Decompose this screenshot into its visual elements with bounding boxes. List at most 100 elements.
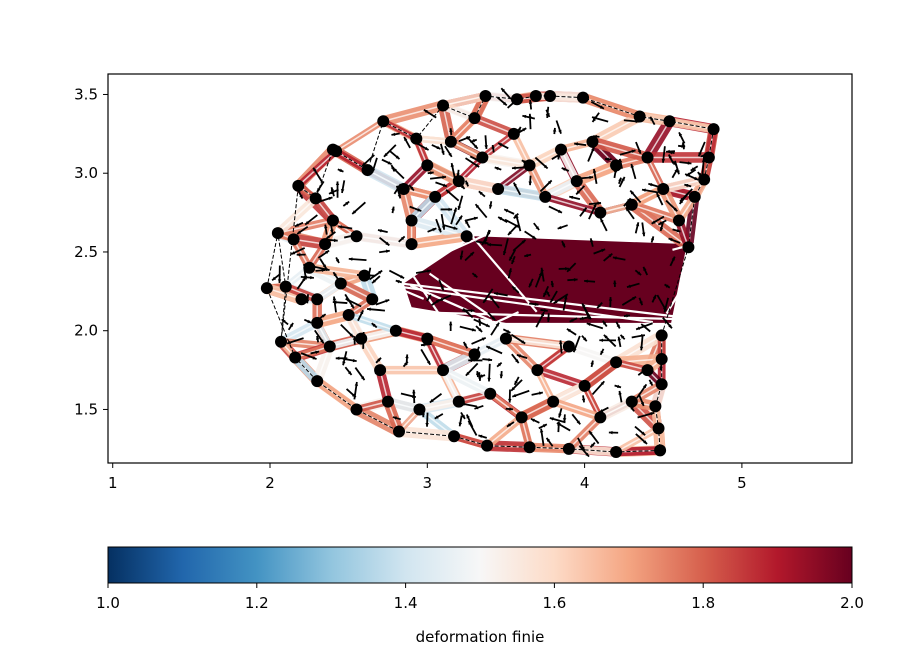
strain-arrow-head [423, 109, 428, 114]
strain-arrow-head [458, 422, 463, 427]
strain-arrow-head [340, 189, 345, 193]
strain-arrow-head [372, 279, 376, 284]
mesh-edge [486, 416, 523, 447]
mesh-edge [434, 196, 468, 237]
strain-arrow-head [484, 145, 488, 149]
x-axis: 1 2 3 4 5 [108, 463, 747, 492]
node-point [625, 395, 638, 408]
node-point [287, 233, 300, 246]
node-point [444, 135, 457, 148]
mesh-edge [537, 369, 585, 387]
node-point [377, 115, 390, 128]
strain-arrow-head [494, 166, 499, 171]
strain-arrow-head [617, 336, 621, 341]
strain-arrow-head [424, 146, 429, 151]
strain-arrow-head [540, 267, 544, 272]
strain-arrow-head [625, 207, 630, 212]
node-point [374, 364, 387, 377]
strain-arrow-head [608, 253, 613, 258]
node-point [479, 90, 492, 103]
node-point [358, 269, 371, 282]
strain-arrow-head [608, 430, 613, 435]
strain-arrow-head [562, 418, 567, 422]
strain-arrow-head [576, 420, 581, 425]
strain-arrow-head [333, 238, 338, 243]
node-point [452, 395, 465, 408]
node-point [309, 192, 322, 205]
node-point [562, 340, 575, 353]
strain-arrow-head [517, 126, 521, 131]
strain-arrow-head [684, 183, 689, 188]
node-point [655, 329, 668, 342]
strain-arrow-head [618, 390, 622, 395]
strain-arrow-head [597, 201, 602, 206]
node-point [319, 238, 332, 251]
strain-arrow-head [508, 268, 512, 273]
node-point [547, 395, 560, 408]
strain-arrow-head [412, 389, 416, 394]
node-point [279, 280, 292, 293]
mesh-edge [294, 345, 331, 359]
strain-arrow-head [543, 164, 548, 169]
strain-arrow-head [448, 321, 453, 326]
mesh-edge [545, 196, 601, 214]
mesh-edge [552, 400, 601, 419]
mesh-edge [411, 235, 467, 245]
strain-arrow-head [471, 328, 476, 332]
y-tick-label: 3.5 [74, 85, 98, 103]
strain-arrow-head [546, 318, 551, 322]
node-point [389, 324, 402, 337]
mesh-edge [378, 279, 425, 300]
strain-arrow-head [486, 346, 491, 350]
strain-arrow-head [429, 398, 434, 403]
strain-arrow-head [552, 127, 557, 132]
strain-arrow-head [530, 418, 535, 422]
node-point [507, 127, 520, 140]
strain-arrow-head [465, 180, 469, 185]
node-point [303, 261, 316, 274]
strain-arrow-head [521, 340, 526, 344]
strain-arrow-head [564, 295, 568, 300]
strain-arrow-head [395, 279, 400, 284]
strain-arrow-head [315, 350, 320, 354]
strain-arrow-head [397, 194, 402, 199]
strain-arrow-head [613, 280, 617, 285]
strain-arrow-head [561, 243, 565, 248]
strain-arrow-head [558, 413, 562, 418]
node-point [323, 340, 336, 353]
mesh-edge [399, 285, 654, 324]
strain-arrow-head [345, 298, 350, 302]
strain-arrow-head [360, 376, 365, 381]
strain-arrow-head [392, 416, 397, 420]
strain-arrow-head [457, 205, 462, 210]
strain-arrow-head [630, 190, 634, 195]
strain-arrow-head [508, 231, 512, 236]
strain-arrow-head [589, 430, 593, 435]
strain-arrow-head [485, 323, 490, 327]
strain-arrow-head [597, 304, 601, 309]
node-point [655, 378, 668, 391]
strain-arrow-head [328, 190, 333, 194]
strain-arrow-head [348, 257, 353, 261]
strain-arrow-head [559, 340, 563, 345]
strain-arrow-head [650, 236, 655, 241]
strain-arrow-head [299, 194, 303, 199]
strain-arrow-head [377, 357, 382, 362]
strain-arrow-head [603, 334, 608, 339]
colorbar-tick-label: 1.4 [394, 594, 418, 612]
strain-arrow-head [330, 187, 335, 192]
strain-arrow-head [477, 377, 482, 381]
strain-arrow-head [387, 161, 392, 165]
strain-arrow-head [427, 269, 431, 273]
strain-arrow-head [600, 350, 604, 355]
mesh-edge [442, 369, 491, 395]
plot-frame [107, 73, 853, 464]
node-point [663, 115, 676, 128]
mesh-edge [497, 188, 546, 198]
strain-arrow-head [591, 147, 595, 152]
mesh-edge [360, 338, 381, 371]
mesh-edge [266, 287, 302, 300]
strain-arrow-head [432, 228, 437, 232]
node-point [271, 227, 284, 240]
